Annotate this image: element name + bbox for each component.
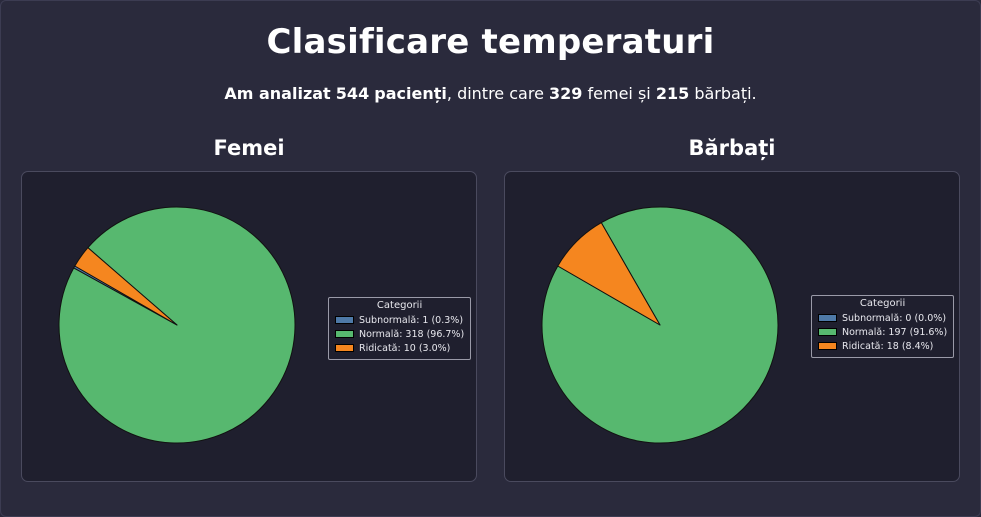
women-legend-title: Categorii: [376, 300, 423, 311]
men-pie-chart: [541, 206, 779, 444]
women-legend-item-normal: Normală: 318 (96.7%): [335, 327, 464, 341]
men-legend-swatch-subnormal: [818, 314, 837, 322]
women-legend-label-normal: Normală: 318 (96.7%): [359, 328, 465, 340]
summary-men-word: bărbați.: [694, 84, 757, 103]
women-legend-swatch-subnormal: [335, 316, 354, 324]
men-legend-item-subnormal: Subnormală: 0 (0.0%): [818, 311, 947, 325]
men-legend-item-ridicata: Ridicată: 18 (8.4%): [818, 339, 947, 353]
summary-men-count: 215: [655, 84, 690, 103]
men-pie-slice-ridicata: [557, 222, 661, 326]
men-legend-label-subnormal: Subnormală: 0 (0.0%): [842, 312, 947, 324]
women-legend: Categorii Subnormală: 1 (0.3%) Normală: …: [328, 297, 472, 360]
women-pie-slice-ridicata: [74, 247, 178, 326]
summary-total-count: 544: [335, 84, 370, 103]
men-chart-title: Bărbați: [688, 136, 776, 160]
summary-women-count: 329: [549, 84, 583, 103]
men-legend-item-normal: Normală: 197 (91.6%): [818, 325, 947, 339]
men-legend-title: Categorii: [859, 298, 906, 309]
summary-text: Am analizat 544 pacienți, dintre care 32…: [0, 84, 981, 103]
men-legend-swatch-ridicata: [818, 342, 837, 350]
women-legend-swatch-normal: [335, 330, 354, 338]
summary-among: , dintre care: [446, 84, 544, 103]
women-legend-label-subnormal: Subnormală: 1 (0.3%): [359, 314, 464, 326]
women-chart-panel: Categorii Subnormală: 1 (0.3%) Normală: …: [21, 171, 477, 482]
women-chart-title: Femei: [213, 136, 285, 160]
women-legend-swatch-ridicata: [335, 344, 354, 352]
summary-women-word: femei și: [587, 84, 651, 103]
women-legend-item-subnormal: Subnormală: 1 (0.3%): [335, 313, 464, 327]
women-pie-chart: [58, 206, 296, 444]
page-title: Clasificare temperaturi: [266, 22, 715, 62]
men-legend-label-ridicata: Ridicată: 18 (8.4%): [842, 340, 934, 352]
women-legend-item-ridicata: Ridicată: 10 (3.0%): [335, 341, 464, 355]
summary-patients-word: pacienți: [374, 84, 447, 103]
men-chart-panel: Categorii Subnormală: 0 (0.0%) Normală: …: [504, 171, 960, 482]
men-legend-swatch-normal: [818, 328, 837, 336]
summary-analyzed-prefix: Am analizat: [224, 84, 331, 103]
men-legend-label-normal: Normală: 197 (91.6%): [842, 326, 948, 338]
men-legend: Categorii Subnormală: 0 (0.0%) Normală: …: [811, 295, 955, 358]
women-legend-label-ridicata: Ridicată: 10 (3.0%): [359, 342, 451, 354]
